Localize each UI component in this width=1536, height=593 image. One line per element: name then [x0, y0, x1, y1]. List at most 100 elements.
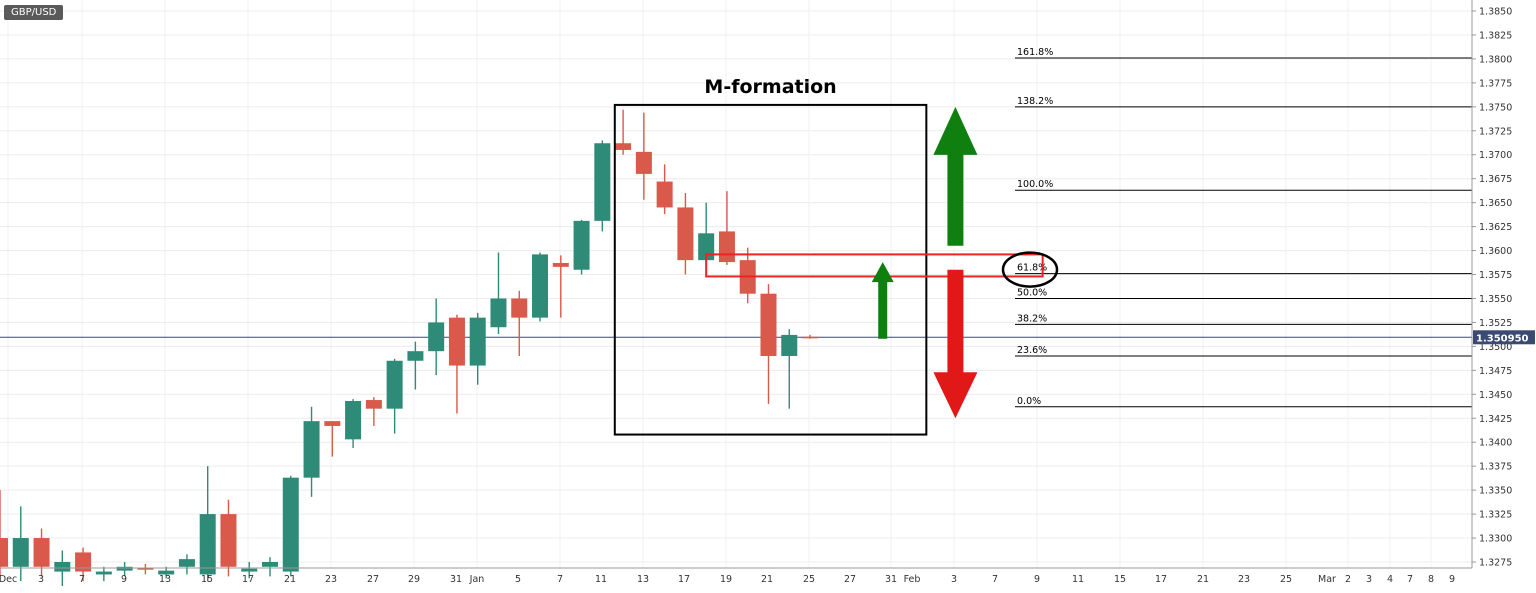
candle-body-bull	[178, 559, 195, 567]
candle-body-bull	[573, 220, 590, 270]
x-tick-label: 19	[720, 574, 732, 585]
x-tick-label: 17	[1155, 574, 1167, 585]
y-tick-label: 1.3600	[1479, 246, 1512, 257]
y-tick-label: 1.3500	[1479, 342, 1512, 353]
candle-body-bull	[116, 566, 133, 571]
candle-body-bear	[137, 567, 154, 570]
candle-body-bear	[677, 207, 694, 261]
y-tick-label: 1.3725	[1479, 126, 1512, 137]
candle-body-bull	[54, 562, 71, 572]
y-tick-label: 1.3550	[1479, 294, 1512, 305]
x-tick-label: 7	[79, 574, 85, 585]
y-tick-label: 1.3625	[1479, 222, 1512, 233]
candle-body-bull	[781, 334, 798, 356]
annotations: M-formation	[613, 76, 1059, 436]
x-tick-label: Jan	[469, 574, 485, 585]
candle-body-bull	[345, 401, 362, 440]
candle-body-bull	[490, 298, 507, 328]
candle-body-bull	[303, 421, 320, 478]
x-tick-label: 23	[1238, 574, 1250, 585]
x-tick-label: Mar	[1318, 574, 1336, 585]
y-tick-label: 1.3675	[1479, 174, 1512, 185]
candle-body-bull	[95, 571, 112, 575]
y-tick-label: 1.3525	[1479, 318, 1512, 329]
fib-label: 100.0%	[1017, 179, 1053, 190]
x-tick-label: 27	[844, 574, 856, 585]
fibonacci-levels: 161.8% 138.2% 100.0% 61.8% 50.0% 38.2% 23.6% 0.…	[1015, 47, 1472, 408]
y-tick-label: 1.3750	[1479, 102, 1512, 113]
target-up-arrow	[933, 106, 978, 246]
fib-label: 50.0%	[1017, 287, 1047, 298]
fib-circle	[1001, 251, 1059, 288]
x-tick-label: 4	[1387, 574, 1393, 585]
fib-label: 161.8%	[1017, 47, 1053, 58]
candle-body-bear	[635, 151, 652, 174]
candle-body-bear	[615, 143, 632, 150]
x-tick-label: 3	[1366, 574, 1372, 585]
candle-body-bull	[282, 477, 299, 572]
last-price-tag	[1473, 330, 1535, 345]
resistance-zone	[705, 253, 1044, 278]
x-tick-label: 9	[1449, 574, 1455, 585]
x-tick-label: 21	[1197, 574, 1209, 585]
x-tick-label: 3	[951, 574, 957, 585]
x-tick-label: Dec	[0, 574, 17, 585]
y-tick-label: 1.3300	[1479, 534, 1512, 545]
y-tick-label: 1.3825	[1479, 30, 1512, 41]
x-tick-label: 9	[121, 574, 127, 585]
candle-body-bull	[199, 514, 216, 575]
candle-body-bear	[324, 421, 341, 426]
x-tick-label: 25	[1280, 574, 1292, 585]
time-axis: Dec 3 7 9 13 15 17 21 23 27 29 31 Jan 5 7 11 13 17 19 21 25 2…	[0, 567, 1472, 585]
y-tick-label: 1.3475	[1479, 366, 1512, 377]
candle-body-bear	[220, 514, 237, 567]
fib-label: 38.2%	[1017, 313, 1047, 324]
candle-body-bear	[760, 293, 777, 356]
x-tick-label: 31	[450, 574, 462, 585]
candle-body-bull	[469, 317, 486, 366]
y-tick-label: 1.3650	[1479, 198, 1512, 209]
candle-body-bear	[552, 263, 569, 267]
x-tick-label: 7	[557, 574, 563, 585]
candle-body-bear	[0, 538, 8, 567]
y-tick-label: 1.3450	[1479, 390, 1512, 401]
candle-body-bull	[158, 570, 175, 575]
y-tick-label: 1.3375	[1479, 462, 1512, 473]
x-tick-label: 9	[1034, 574, 1040, 585]
candle-body-bull	[428, 322, 445, 352]
x-tick-label: 2	[1345, 574, 1351, 585]
x-tick-label: 25	[803, 574, 815, 585]
x-tick-label: 5	[515, 574, 521, 585]
candle-body-bull	[12, 538, 29, 567]
y-tick-label: 1.3775	[1479, 78, 1512, 89]
y-tick-label: 1.3700	[1479, 150, 1512, 161]
x-tick-label: 17	[242, 574, 254, 585]
x-tick-label: 7	[992, 574, 998, 585]
x-tick-label: 21	[284, 574, 296, 585]
x-tick-label: 21	[761, 574, 773, 585]
x-tick-label: 15	[201, 574, 213, 585]
y-tick-label: 1.3400	[1479, 438, 1512, 449]
price-axis: 1.3275 1.3300 1.3325 1.3350 1.3375 1.3400 1.34…	[1471, 0, 1535, 569]
y-tick-label: 1.3800	[1479, 54, 1512, 65]
y-tick-label: 1.3275	[1479, 558, 1512, 569]
candle-body-bear	[656, 181, 673, 208]
candle-body-bull	[532, 254, 549, 318]
candle-body-bear	[718, 231, 735, 263]
y-tick-label: 1.3850	[1479, 7, 1512, 18]
x-tick-label: 13	[637, 574, 649, 585]
candle-body-bear	[802, 336, 819, 339]
fib-label: 138.2%	[1017, 96, 1053, 107]
grid	[0, 0, 1472, 568]
m-formation-label: M-formation	[704, 76, 836, 98]
y-tick-label: 1.3350	[1479, 486, 1512, 497]
x-tick-label: 15	[1114, 574, 1126, 585]
candle-body-bear	[448, 317, 465, 366]
y-tick-label: 1.3425	[1479, 414, 1512, 425]
x-tick-label: 3	[38, 574, 44, 585]
x-tick-label: 23	[325, 574, 337, 585]
fib-label: 23.6%	[1017, 345, 1047, 356]
x-tick-label: 31	[885, 574, 897, 585]
